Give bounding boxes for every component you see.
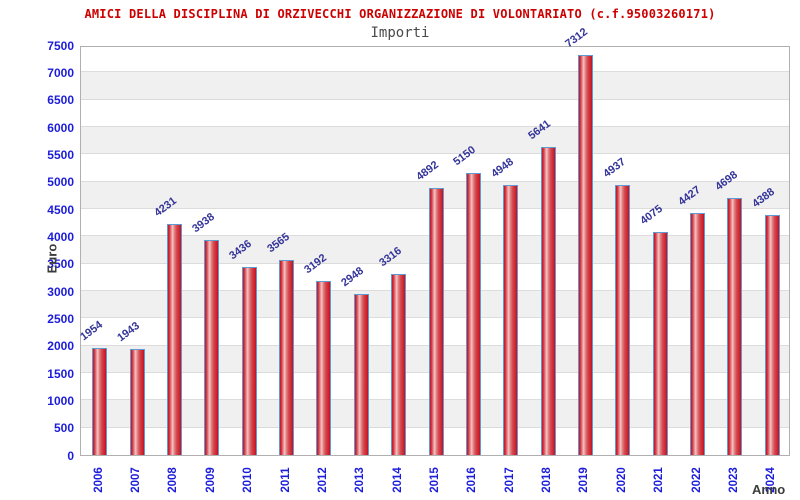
y-tick-label: 6500 bbox=[47, 93, 74, 108]
y-tick-label: 4500 bbox=[47, 202, 74, 217]
bar-2021 bbox=[652, 232, 668, 455]
bar-2024 bbox=[764, 215, 780, 455]
bar-2006 bbox=[92, 348, 108, 455]
x-tick-label: 2011 bbox=[279, 467, 292, 493]
y-tick-label: 3000 bbox=[47, 284, 74, 299]
x-tick-label: 2016 bbox=[466, 467, 479, 493]
gridline bbox=[81, 180, 789, 182]
bar-2007 bbox=[129, 348, 145, 455]
gridline bbox=[81, 153, 789, 155]
grid-band bbox=[81, 72, 789, 100]
y-tick-label: 1000 bbox=[47, 393, 74, 408]
bar-2008 bbox=[166, 223, 182, 455]
x-tick-label: 2012 bbox=[316, 467, 329, 493]
bar-2013 bbox=[353, 293, 369, 455]
x-tick-label: 2021 bbox=[653, 467, 666, 493]
x-tick-label: 2023 bbox=[727, 467, 740, 493]
x-tick-label: 2017 bbox=[503, 467, 516, 493]
y-tick-label: 2500 bbox=[47, 311, 74, 326]
bar-2017 bbox=[503, 184, 519, 455]
bar-2020 bbox=[615, 185, 631, 455]
x-tick-label: 2019 bbox=[578, 467, 591, 493]
bar-2010 bbox=[241, 267, 257, 455]
x-tick-label: 2009 bbox=[204, 467, 217, 493]
bar-2009 bbox=[204, 239, 220, 455]
bar-2016 bbox=[465, 173, 481, 455]
x-tick-label: 2022 bbox=[690, 467, 703, 493]
x-tick-label: 2020 bbox=[615, 467, 628, 493]
y-tick-label: 6000 bbox=[47, 120, 74, 135]
y-tick-label: 5500 bbox=[47, 147, 74, 162]
x-tick-label: 2014 bbox=[391, 467, 404, 493]
bar-2012 bbox=[316, 280, 332, 455]
x-tick-label: 2010 bbox=[242, 467, 255, 493]
bar-2018 bbox=[540, 146, 556, 455]
y-tick-label: 1500 bbox=[47, 366, 74, 381]
y-tick-label: 4000 bbox=[47, 229, 74, 244]
bar-2019 bbox=[577, 55, 593, 455]
gridline bbox=[81, 126, 789, 127]
y-tick-label: 3500 bbox=[47, 257, 74, 272]
x-tick-label: 2015 bbox=[429, 467, 441, 493]
grid-band bbox=[81, 127, 789, 155]
y-tick-label: 7500 bbox=[47, 38, 74, 53]
y-tick-label: 0 bbox=[67, 448, 74, 463]
x-tick-label: 2006 bbox=[92, 467, 105, 493]
x-tick-label: 2007 bbox=[130, 467, 143, 493]
y-tick-label: 7000 bbox=[47, 65, 74, 80]
gridline bbox=[81, 71, 789, 73]
chart-subtitle: Importi bbox=[370, 25, 430, 41]
x-tick-label: 2008 bbox=[167, 467, 180, 493]
gridline bbox=[81, 98, 789, 100]
y-axis-title: Euro bbox=[44, 243, 60, 274]
plot-area bbox=[80, 46, 790, 456]
y-tick-label: 500 bbox=[53, 421, 74, 436]
x-axis-title: Anno bbox=[752, 482, 786, 497]
bar-2023 bbox=[727, 198, 743, 455]
y-tick-label: 2000 bbox=[47, 339, 74, 354]
x-tick-label: 2018 bbox=[541, 467, 554, 493]
bar-2011 bbox=[279, 260, 295, 455]
y-tick-label: 5000 bbox=[47, 175, 74, 190]
chart-title: AMICI DELLA DISCIPLINA DI ORZIVECCHI ORG… bbox=[84, 7, 716, 21]
bar-2014 bbox=[391, 273, 407, 455]
bar-2015 bbox=[428, 187, 444, 455]
x-tick-label: 2013 bbox=[354, 467, 367, 493]
bar-2022 bbox=[690, 213, 706, 455]
